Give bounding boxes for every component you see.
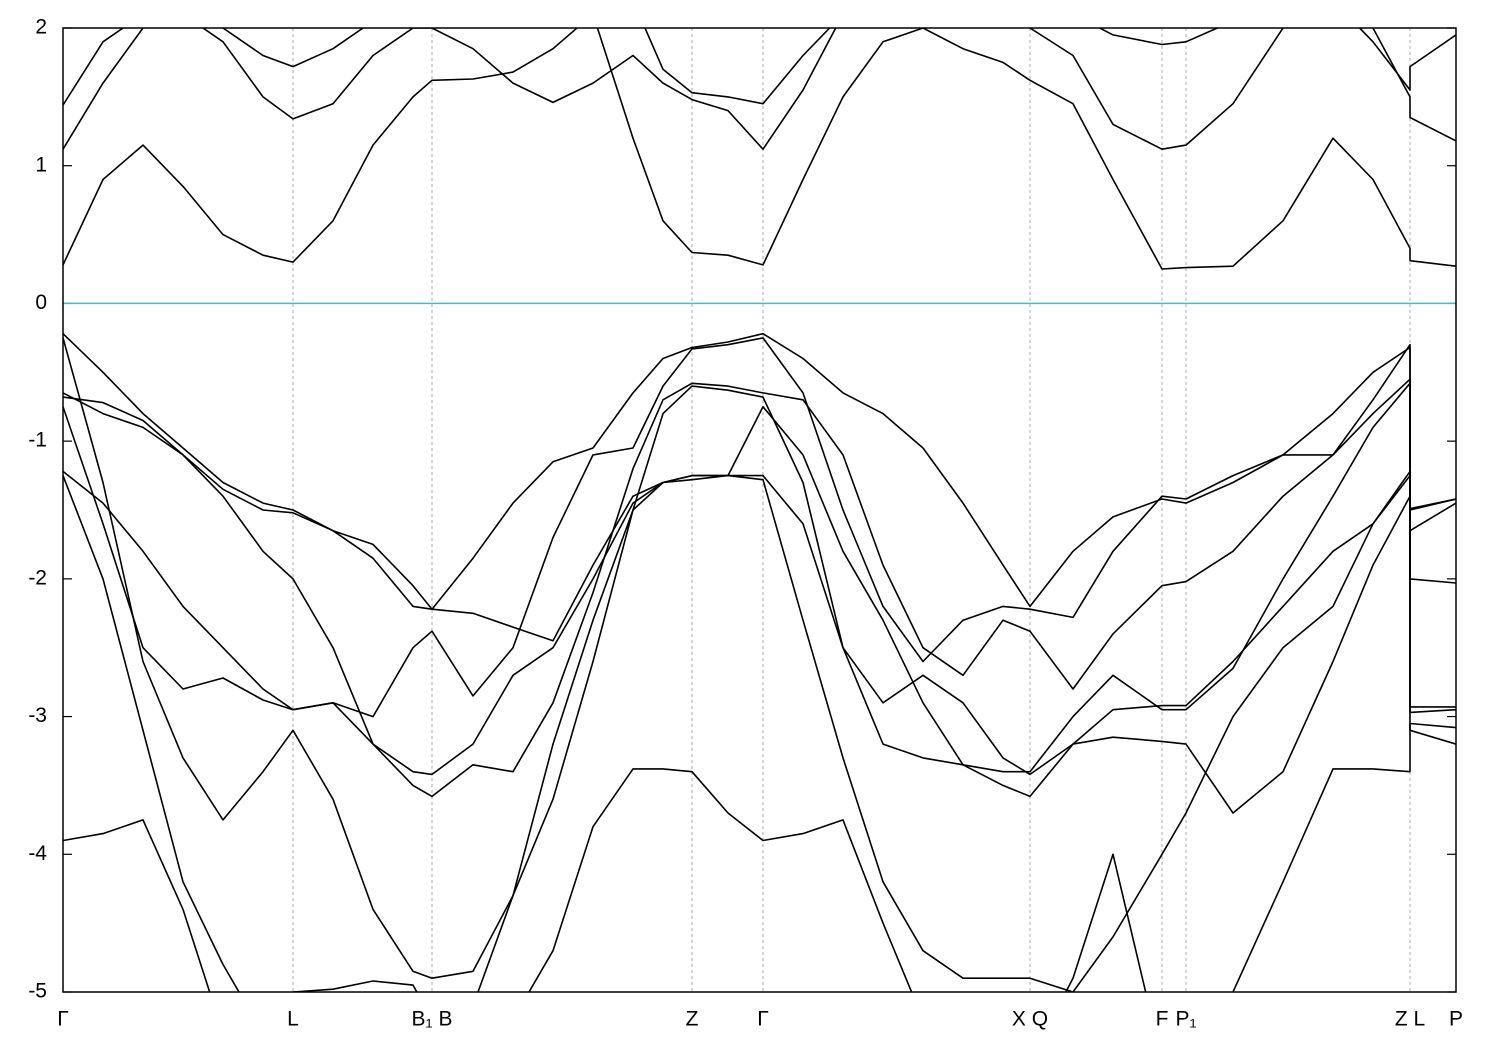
x-tick-label: Γ [57,1008,69,1031]
y-tick-label: 0 [35,291,47,314]
y-tick-label: 1 [35,153,47,176]
y-tick-label: -3 [28,704,47,727]
band-line [63,337,1456,718]
bands-layer [63,28,1456,992]
x-tick-label: Γ [757,1008,769,1031]
y-tick-label: -5 [28,980,47,1003]
band-line [63,722,1456,992]
y-tick-label: -4 [28,842,47,865]
x-tick-label: Z L [1395,1008,1425,1031]
y-tick-label: -1 [28,429,47,452]
band-line [63,337,1456,979]
y-tick-label: -2 [28,566,47,589]
band-line [63,28,1456,270]
plot-frame [62,27,1457,993]
labels-layer: -5 -4 -3 -2 -1 0 1 2 Γ L B₁ B Z Γ X Q F P₁ Z L P [28,16,1463,1031]
x-tick-label: F [1156,1008,1169,1031]
band-line [63,396,1456,814]
band-line [63,28,1456,106]
band-line [63,378,1456,798]
x-tick-label: P [1449,1008,1463,1031]
band-line [63,28,1456,150]
x-tick-label: X Q [1012,1008,1048,1031]
y-tick-label: 2 [35,16,47,39]
x-tick-label: L [287,1008,299,1031]
x-tick-label: P₁ [1175,1008,1196,1031]
band-line [63,332,1456,610]
x-tick-label: Z [686,1008,699,1031]
x-tick-label: B₁ B [412,1008,453,1031]
